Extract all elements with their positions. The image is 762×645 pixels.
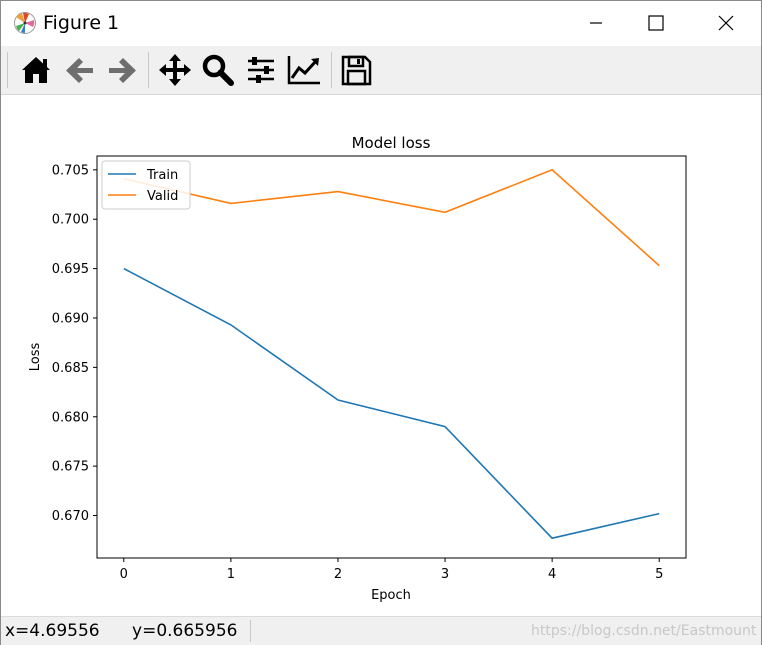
matplotlib-logo-icon (13, 11, 37, 35)
x-axis-label: Epoch (371, 588, 411, 603)
sliders-icon (248, 57, 274, 83)
maximize-icon (648, 15, 664, 31)
toolbar-separator (331, 52, 332, 88)
legend-label-valid: Valid (147, 189, 178, 204)
maximize-button[interactable] (633, 1, 679, 45)
back-button[interactable] (62, 52, 98, 88)
y-tick-label: 0.690 (52, 311, 89, 326)
close-button[interactable] (703, 1, 749, 45)
forward-button[interactable] (104, 52, 140, 88)
navigation-toolbar (1, 46, 761, 95)
zoom-button[interactable] (200, 52, 236, 88)
watermark: https://blog.csdn.net/Eastmount (531, 623, 757, 639)
pan-button[interactable] (157, 52, 193, 88)
legend-label-train: Train (146, 168, 178, 183)
status-separator (250, 620, 251, 642)
legend: Train Valid (101, 160, 191, 210)
x-tick-label: 1 (227, 567, 235, 582)
y-tick-label: 0.685 (52, 361, 89, 376)
line-chart-icon (287, 56, 320, 85)
minimize-icon (590, 22, 602, 24)
x-tick-label: 0 (120, 567, 128, 582)
floppy-disk-icon (341, 55, 372, 86)
x-tick-label: 4 (548, 567, 556, 582)
toolbar-separator (7, 52, 8, 88)
y-tick-label: 0.670 (52, 509, 89, 524)
x-tick-label: 2 (334, 567, 342, 582)
y-tick-label: 0.680 (52, 410, 89, 425)
toolbar-separator (148, 52, 149, 88)
loss-chart: Model loss 0.670 0.675 0.680 0.685 0.690 0.69… (28, 134, 687, 603)
home-icon (22, 57, 50, 83)
series-line-train (123, 267, 660, 540)
legend-box (101, 160, 191, 210)
figure-canvas[interactable]: Model loss 0.670 0.675 0.680 0.685 0.690 0.69… (1, 95, 761, 615)
y-tick-label: 0.675 (52, 460, 89, 475)
edit-axis-button[interactable] (286, 52, 322, 88)
x-tick-label: 3 (441, 567, 449, 582)
y-tick-label: 0.700 (52, 213, 89, 228)
y-axis-label: Loss (28, 343, 43, 372)
save-button[interactable] (338, 52, 374, 88)
status-bar: x=4.69556 y=0.665956 https://blog.csdn.n… (1, 616, 761, 645)
close-icon (718, 15, 734, 31)
arrow-right-icon (109, 58, 136, 83)
y-tick-label: 0.695 (52, 262, 89, 277)
arrow-left-icon (66, 58, 93, 83)
configure-subplots-button[interactable] (243, 52, 279, 88)
x-tick-label: 5 (655, 567, 663, 582)
minimize-button[interactable] (573, 1, 619, 45)
move-arrows-icon (159, 54, 191, 86)
axes-frame (96, 155, 687, 559)
chart-title: Model loss (352, 134, 431, 152)
window-title: Figure 1 (43, 12, 120, 34)
series-line-valid (123, 168, 660, 267)
cursor-coordinates: x=4.69556 y=0.665956 (5, 621, 238, 641)
title-bar[interactable]: Figure 1 (1, 1, 761, 45)
home-button[interactable] (18, 52, 54, 88)
y-tick-label: 0.705 (52, 163, 89, 178)
magnifier-icon (202, 54, 234, 86)
